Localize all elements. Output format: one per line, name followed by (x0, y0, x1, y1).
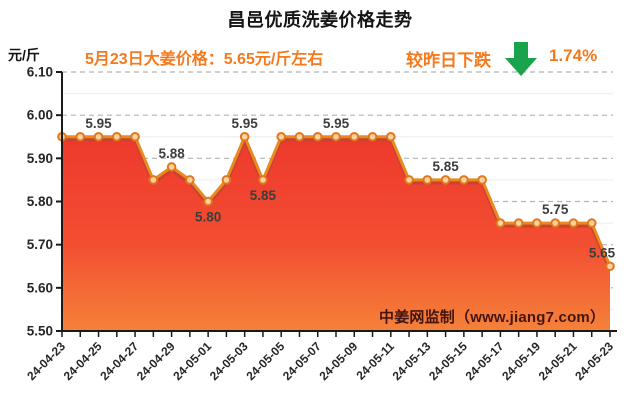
price-area-fill (62, 136, 610, 331)
x-axis-ticks: 24-04-2324-04-2524-04-2724-04-2924-05-01… (24, 332, 616, 383)
svg-text:5.65: 5.65 (589, 245, 616, 260)
svg-text:24-05-09: 24-05-09 (317, 339, 361, 383)
svg-text:5.85: 5.85 (432, 159, 459, 174)
data-point-markers (57, 131, 615, 272)
watermark: 中姜网监制（www.jiang7.com） (379, 309, 606, 326)
change-direction-label: 较昨日下跌 (406, 51, 491, 70)
svg-text:5.80: 5.80 (195, 210, 221, 225)
svg-text:24-04-29: 24-04-29 (134, 339, 178, 383)
svg-text:24-05-17: 24-05-17 (463, 339, 507, 383)
y-axis-ticks: 6.10 6.00 5.90 5.80 5.70 5.60 5.50 (27, 65, 62, 339)
svg-text:24-05-21: 24-05-21 (536, 339, 580, 383)
svg-text:24-05-11: 24-05-11 (354, 339, 398, 383)
svg-text:5.60: 5.60 (27, 280, 53, 295)
page-title: 昌邑优质洗姜价格走势 (227, 10, 413, 30)
svg-text:24-05-01: 24-05-01 (170, 339, 214, 383)
svg-text:24-05-05: 24-05-05 (243, 339, 287, 383)
y-axis-unit-label: 元/斤 (8, 47, 40, 63)
svg-text:24-05-15: 24-05-15 (426, 339, 470, 383)
svg-text:5.85: 5.85 (250, 188, 277, 203)
change-percent-value: 1.74% (549, 46, 598, 65)
svg-text:5.75: 5.75 (542, 202, 569, 217)
svg-text:5.50: 5.50 (27, 324, 53, 339)
svg-text:24-05-03: 24-05-03 (207, 339, 251, 383)
svg-text:6.00: 6.00 (27, 108, 53, 123)
svg-text:24-04-25: 24-04-25 (61, 339, 105, 383)
svg-text:24-05-23: 24-05-23 (572, 339, 616, 383)
svg-text:6.10: 6.10 (27, 65, 53, 80)
svg-text:24-05-07: 24-05-07 (280, 339, 324, 383)
svg-text:5.80: 5.80 (27, 194, 53, 209)
data-point-labels: 5.95 5.88 5.80 5.95 5.85 5.95 5.85 5.75 5.65 (85, 116, 615, 261)
svg-text:5.95: 5.95 (85, 116, 112, 131)
svg-text:5.95: 5.95 (323, 116, 350, 131)
svg-text:24-05-19: 24-05-19 (499, 339, 543, 383)
svg-text:5.90: 5.90 (27, 151, 53, 166)
svg-text:24-04-27: 24-04-27 (97, 339, 141, 383)
down-arrow-icon (504, 42, 538, 78)
svg-text:5.88: 5.88 (158, 146, 185, 161)
svg-text:24-04-23: 24-04-23 (24, 339, 68, 383)
svg-text:5.95: 5.95 (232, 116, 259, 131)
svg-text:24-05-13: 24-05-13 (390, 339, 434, 383)
svg-text:5.70: 5.70 (27, 237, 53, 252)
price-notice-text: 5月23日大姜价格：5.65元/斤左右 (85, 51, 324, 68)
